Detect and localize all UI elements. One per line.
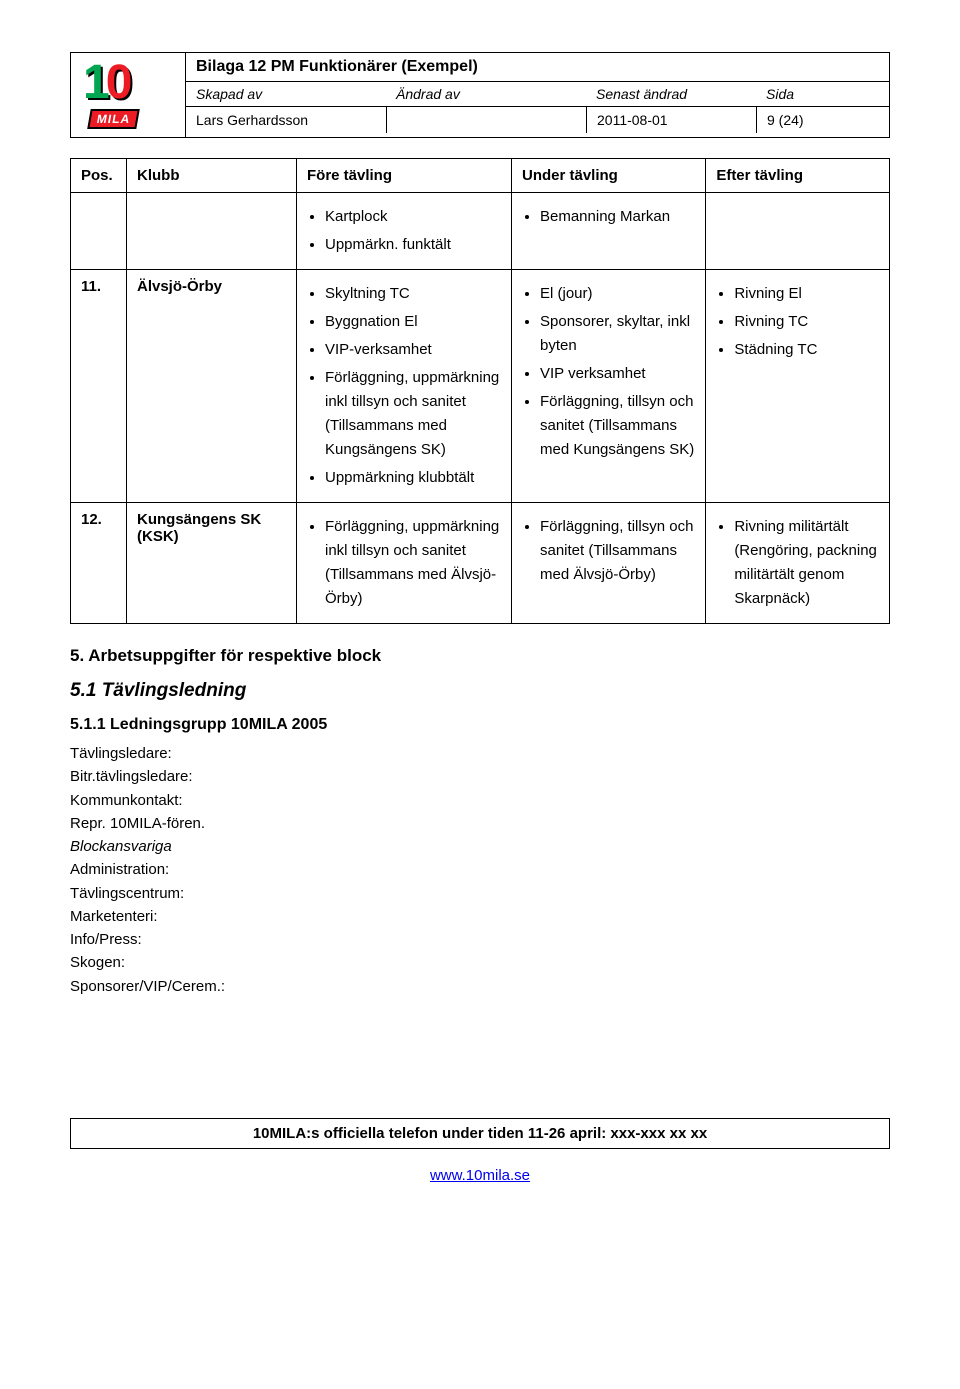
value-created-by: Lars Gerhardsson — [186, 107, 386, 133]
list-item: VIP-verksamhet — [325, 338, 501, 362]
label-page: Sida — [756, 82, 889, 106]
cell-klubb: Älvsjö-Örby — [127, 270, 297, 503]
list-item: Bemanning Markan — [540, 205, 695, 229]
cell-efter: Rivning militärtält (Rengöring, packning… — [706, 503, 890, 624]
footer-link-wrap: www.10mila.se — [70, 1167, 890, 1184]
roles-list: Tävlingsledare:Bitr.tävlingsledare:Kommu… — [70, 742, 890, 998]
list-item: El (jour) — [540, 282, 695, 306]
document-header: 10 MILA Bilaga 12 PM Funktionärer (Exemp… — [70, 52, 890, 138]
tasks-table: Pos. Klubb Före tävling Under tävling Ef… — [70, 158, 890, 624]
role-line: Kommunkontakt: — [70, 789, 890, 812]
value-page: 9 (24) — [756, 107, 889, 133]
role-line: Info/Press: — [70, 928, 890, 951]
cell-pos: 12. — [71, 503, 127, 624]
th-under: Under tävling — [512, 159, 706, 193]
role-line: Sponsorer/VIP/Cerem.: — [70, 975, 890, 998]
logo-zero: 0 — [106, 56, 129, 109]
label-changed-by: Ändrad av — [386, 82, 586, 106]
role-line: Marketenteri: — [70, 905, 890, 928]
cell-under: El (jour) Sponsorer, skyltar, inkl byten V… — [512, 270, 706, 503]
th-fore: Före tävling — [297, 159, 512, 193]
cell-klubb — [127, 193, 297, 270]
cell-klubb: Kungsängens SK (KSK) — [127, 503, 297, 624]
label-created-by: Skapad av — [186, 82, 386, 106]
list-item: VIP verksamhet — [540, 362, 695, 386]
logo-cell: 10 MILA — [71, 53, 186, 137]
role-line: Tävlingsledare: — [70, 742, 890, 765]
cell-under: Bemanning Markan — [512, 193, 706, 270]
list-item: Förläggning, uppmärkning inkl tillsyn oc… — [325, 515, 501, 611]
list-item: Rivning militärtält (Rengöring, packning… — [734, 515, 879, 611]
cell-pos — [71, 193, 127, 270]
table-row: Kartplock Uppmärkn. funktält Bemanning Mar… — [71, 193, 890, 270]
label-last-changed: Senast ändrad — [586, 82, 756, 106]
list-item: Sponsorer, skyltar, inkl byten — [540, 310, 695, 358]
list-item: Förläggning, tillsyn och sanitet (Tillsa… — [540, 390, 695, 462]
section-5-heading: 5. Arbetsuppgifter för respektive block — [70, 646, 890, 666]
footer-link[interactable]: www.10mila.se — [430, 1167, 530, 1184]
list-item: Uppmärkning klubbtält — [325, 466, 501, 490]
th-pos: Pos. — [71, 159, 127, 193]
cell-fore: Kartplock Uppmärkn. funktält — [297, 193, 512, 270]
cell-efter — [706, 193, 890, 270]
role-line: Administration: — [70, 858, 890, 881]
table-row: 12.Kungsängens SK (KSK) Förläggning, uppm… — [71, 503, 890, 624]
role-line: Tävlingscentrum: — [70, 882, 890, 905]
doc-title: Bilaga 12 PM Funktionärer (Exempel) — [186, 53, 889, 82]
section-5-1-1-heading: 5.1.1 Ledningsgrupp 10MILA 2005 — [70, 716, 890, 734]
th-klubb: Klubb — [127, 159, 297, 193]
value-changed-by — [386, 107, 586, 133]
list-item: Städning TC — [734, 338, 879, 362]
role-line: Bitr.tävlingsledare: — [70, 765, 890, 788]
list-item: Skyltning TC — [325, 282, 501, 306]
list-item: Uppmärkn. funktält — [325, 233, 501, 257]
list-item: Förläggning, tillsyn och sanitet (Tillsa… — [540, 515, 695, 587]
footer-phone-box: 10MILA:s officiella telefon under tiden … — [70, 1118, 890, 1149]
cell-pos: 11. — [71, 270, 127, 503]
th-efter: Efter tävling — [706, 159, 890, 193]
role-line: Repr. 10MILA-fören. — [70, 812, 890, 835]
role-line: Blockansvariga — [70, 835, 890, 858]
list-item: Kartplock — [325, 205, 501, 229]
list-item: Förläggning, uppmärkning inkl tillsyn oc… — [325, 366, 501, 462]
value-last-changed: 2011-08-01 — [586, 107, 756, 133]
cell-fore: Skyltning TC Byggnation El VIP-verksamhet F… — [297, 270, 512, 503]
cell-fore: Förläggning, uppmärkning inkl tillsyn oc… — [297, 503, 512, 624]
cell-under: Förläggning, tillsyn och sanitet (Tillsa… — [512, 503, 706, 624]
list-item: Rivning TC — [734, 310, 879, 334]
logo-one: 1 — [83, 56, 106, 109]
table-row: 11.Älvsjö-Örby Skyltning TC Byggnation El V… — [71, 270, 890, 503]
role-line: Skogen: — [70, 951, 890, 974]
logo-10mila: 10 MILA — [83, 59, 173, 131]
cell-efter: Rivning El Rivning TC Städning TC — [706, 270, 890, 503]
logo-mila-text: MILA — [87, 109, 140, 129]
list-item: Byggnation El — [325, 310, 501, 334]
list-item: Rivning El — [734, 282, 879, 306]
section-5-1-heading: 5.1 Tävlingsledning — [70, 680, 890, 702]
